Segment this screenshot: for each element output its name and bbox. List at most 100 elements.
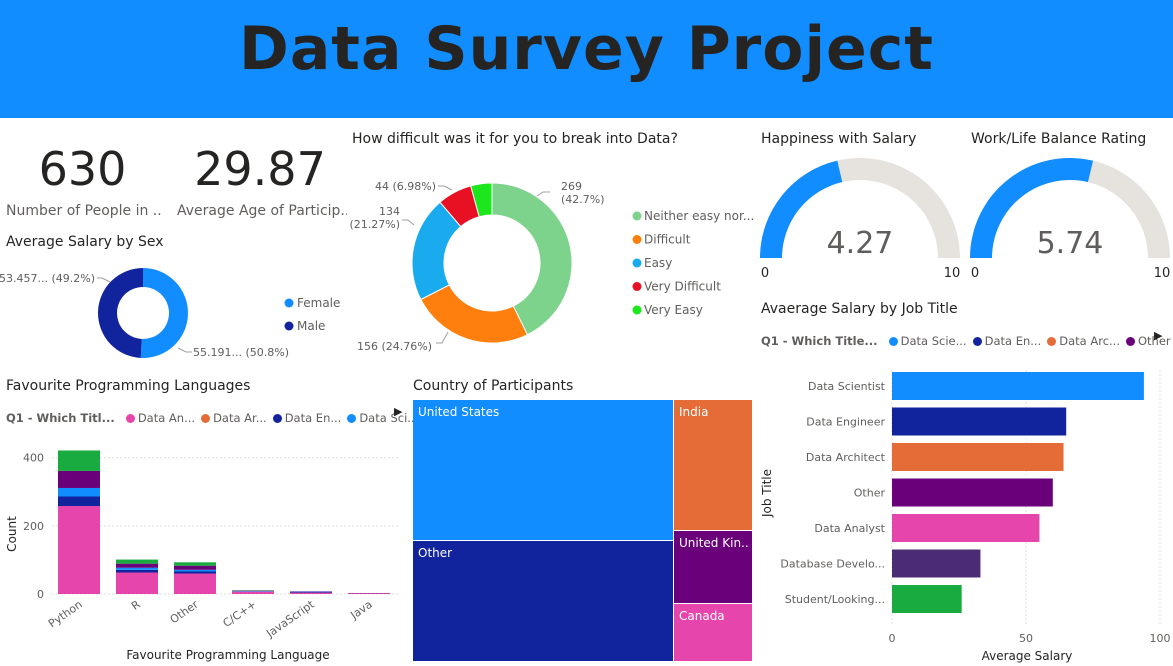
legend-label: Data Sci...	[359, 411, 419, 425]
bar-segment[interactable]	[174, 565, 216, 570]
bar[interactable]	[892, 443, 1064, 471]
bar-segment[interactable]	[290, 592, 332, 594]
legend-label: Data An...	[137, 411, 196, 425]
x-axis-title: Favourite Programming Language	[126, 648, 329, 662]
legend-label: Data Arc...	[1059, 334, 1120, 348]
legend-dot	[632, 235, 642, 244]
data-label-difficult: 156 (24.76%)	[357, 340, 432, 353]
leader-line	[177, 347, 192, 353]
data-label-easy: (21.27%)	[349, 218, 400, 231]
legend-label: Data Ar...	[213, 411, 267, 425]
gauge-value: 4.27	[827, 226, 894, 261]
x-tick-label: C/C++	[221, 598, 259, 630]
treemap-tile[interactable]: Canada	[674, 604, 752, 661]
languages-legend-item[interactable]: Data En...	[272, 411, 341, 425]
bar-segment[interactable]	[116, 572, 158, 594]
legend-dot	[201, 414, 211, 423]
y-tick-label: Other	[854, 487, 886, 500]
bar[interactable]	[892, 549, 981, 578]
legend-next-arrow-icon[interactable]: ▶	[1154, 329, 1163, 342]
data-label-neither: (42.7%)	[561, 193, 605, 206]
data-label-neither: 269	[561, 180, 582, 193]
bar-segment[interactable]	[174, 569, 216, 572]
leader-line	[438, 185, 453, 191]
legend-label: Neither easy nor...	[644, 209, 754, 223]
bar-segment[interactable]	[58, 496, 100, 507]
languages-legend-item[interactable]: Data Ar...	[201, 411, 267, 425]
x-tick-label: Java	[347, 598, 374, 623]
gauge-fill	[970, 157, 1094, 258]
worklife-gauge: 5.74 0 10	[970, 157, 1171, 281]
donut-slice-male[interactable]	[97, 268, 143, 358]
salary-by-sex-chart: 55.191... (50.8%) 53.457... (49.2%) Female…	[0, 268, 340, 359]
header-banner	[0, 0, 1173, 118]
treemap-tile[interactable]: United Kin...	[674, 531, 752, 603]
x-axis-title: Average Salary	[982, 649, 1073, 663]
job-legend-item[interactable]: Other	[1125, 334, 1171, 348]
x-tick-label: R	[129, 598, 143, 613]
bar-segment[interactable]	[232, 591, 274, 594]
legend-dot	[632, 305, 642, 315]
job-salary-chart: 0 50 100 Data Scientist Data Engineer Data Ar…	[760, 370, 1171, 663]
bar-segment[interactable]	[116, 563, 158, 568]
treemap-tile[interactable]: India	[674, 400, 752, 530]
job-legend-item[interactable]: Data En...	[972, 334, 1041, 348]
bar-segment[interactable]	[116, 559, 158, 564]
average-age-value: 29.87	[194, 142, 326, 196]
legend-label-female: Female	[297, 296, 340, 310]
x-tick-label: Python	[46, 598, 85, 631]
bar[interactable]	[892, 585, 962, 613]
bar-segment[interactable]	[116, 569, 158, 573]
languages-legend: Q1 - Which Titl... Data An... Data Ar... D…	[6, 407, 418, 425]
page-title: Data Survey Project	[239, 14, 934, 84]
y-tick-label: 0	[37, 588, 44, 601]
languages-legend-item[interactable]: Data An...	[125, 411, 196, 425]
y-axis-title: Count	[5, 516, 19, 552]
people-count-label: Number of People in ...	[6, 203, 162, 219]
y-axis-title: Job Title	[760, 469, 774, 518]
job-salary-legend: Q1 - Which Title... Data Scie... Data En.…	[761, 330, 1171, 348]
donut-slice[interactable]	[491, 182, 573, 336]
bar[interactable]	[892, 514, 1040, 542]
bar-segment[interactable]	[116, 567, 158, 570]
x-tick-label: 100	[1150, 632, 1171, 645]
bar-segment[interactable]	[174, 573, 216, 594]
data-label-very-difficult: 44 (6.98%)	[375, 180, 436, 193]
donut-slice[interactable]	[470, 182, 493, 218]
donut-slice-female[interactable]	[140, 268, 188, 358]
difficulty-title: How difficult was it for you to break in…	[352, 131, 678, 147]
bar-segment[interactable]	[290, 591, 332, 593]
treemap-tile[interactable]: United States	[413, 400, 673, 540]
job-legend-item[interactable]: Data Scie...	[888, 334, 967, 348]
data-label-female: 55.191... (50.8%)	[193, 346, 289, 359]
legend-dot	[284, 298, 294, 308]
bar[interactable]	[892, 372, 1144, 400]
legend-label: Very Difficult	[644, 280, 721, 294]
bar-segment[interactable]	[58, 487, 100, 497]
gauge-min-label: 0	[761, 266, 769, 281]
legend-label: Very Easy	[644, 303, 703, 317]
languages-legend-item[interactable]: Data Sci...	[347, 411, 418, 425]
bar[interactable]	[892, 478, 1053, 507]
leader-line	[436, 331, 449, 344]
bar-segment[interactable]	[58, 450, 100, 471]
bar-segment[interactable]	[348, 593, 390, 594]
gauge-max-label: 10	[1154, 266, 1171, 281]
job-legend-title: Q1 - Which Title...	[761, 334, 878, 348]
treemap-label: Canada	[679, 609, 725, 623]
legend-next-arrow-icon[interactable]: ▶	[394, 405, 403, 418]
languages-legend-title: Q1 - Which Titl...	[6, 411, 115, 425]
bar-segment[interactable]	[174, 562, 216, 566]
legend-dot	[125, 414, 135, 423]
bar-segment[interactable]	[58, 470, 100, 488]
job-legend-item[interactable]: Data Arc...	[1047, 334, 1120, 348]
y-tick-label: 200	[23, 520, 44, 533]
treemap-tile[interactable]: Other	[413, 541, 673, 661]
bar[interactable]	[892, 407, 1067, 436]
bar-segment[interactable]	[58, 506, 100, 594]
legend-label: Easy	[644, 256, 672, 270]
donut-slice[interactable]	[420, 284, 529, 344]
treemap-label: India	[679, 405, 709, 419]
bar-segment[interactable]	[174, 571, 216, 574]
gauge-min-label: 0	[971, 266, 979, 281]
